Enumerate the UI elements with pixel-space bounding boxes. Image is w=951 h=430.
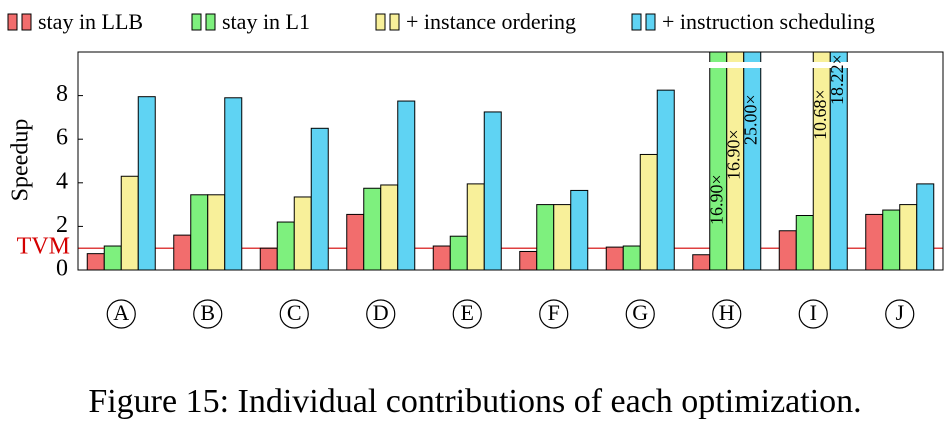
bar xyxy=(120,175,139,271)
bar xyxy=(346,213,365,271)
bar xyxy=(899,204,918,271)
category-circle xyxy=(452,299,482,329)
x-tick-label: H xyxy=(719,300,735,325)
legend-swatch xyxy=(375,13,386,31)
category-circle xyxy=(712,299,742,329)
category-circle xyxy=(798,299,828,329)
bar xyxy=(173,234,192,271)
bar xyxy=(570,189,589,271)
axis-break xyxy=(724,62,746,68)
category-circle xyxy=(279,299,309,329)
bar xyxy=(137,96,156,271)
axis-break xyxy=(707,62,729,68)
x-tick-label: J xyxy=(895,300,904,325)
y-tick-label: 0 xyxy=(56,256,68,282)
bar xyxy=(276,221,295,271)
reference-label: TVM xyxy=(17,234,70,260)
caption: Figure 15: Individual contributions of e… xyxy=(88,383,861,420)
bar xyxy=(656,89,675,271)
axis-break xyxy=(811,62,833,68)
bar xyxy=(190,194,209,271)
bar xyxy=(519,250,538,271)
bar xyxy=(639,153,658,271)
category-circle xyxy=(539,299,569,329)
category-circle xyxy=(193,299,223,329)
y-tick-label: 8 xyxy=(56,81,68,107)
bar xyxy=(829,52,848,271)
x-tick-label: A xyxy=(113,300,129,325)
bar xyxy=(380,184,399,271)
bar xyxy=(536,204,555,271)
axis-break xyxy=(741,62,763,68)
value-label: 18.22× xyxy=(827,54,847,105)
y-axis-label: Speedup xyxy=(8,119,34,202)
bar xyxy=(449,235,468,271)
x-tick-label: I xyxy=(810,300,817,325)
value-label: 25.00× xyxy=(740,94,760,145)
bar xyxy=(553,204,572,271)
bar xyxy=(795,215,814,271)
bar xyxy=(293,196,312,271)
value-label: 16.90× xyxy=(706,174,726,225)
legend-label: stay in L1 xyxy=(222,9,310,34)
bar xyxy=(432,245,451,271)
legend-swatch xyxy=(21,13,32,31)
bar xyxy=(622,245,641,271)
bar xyxy=(692,254,711,271)
value-label: 10.68× xyxy=(810,89,830,140)
legend-swatch xyxy=(631,13,642,31)
x-tick-label: B xyxy=(200,300,215,325)
x-tick-label: E xyxy=(461,300,474,325)
bar xyxy=(882,209,901,271)
category-circle xyxy=(106,299,136,329)
x-tick-label: F xyxy=(548,300,560,325)
bar xyxy=(483,111,502,271)
bar xyxy=(86,253,105,271)
x-tick-label: C xyxy=(287,300,302,325)
bar xyxy=(916,183,935,271)
x-tick-label: D xyxy=(373,300,389,325)
x-tick-label: G xyxy=(632,300,648,325)
y-tick-label: 6 xyxy=(56,125,68,151)
bar xyxy=(310,127,329,271)
plot-frame xyxy=(77,51,944,271)
legend-swatch xyxy=(389,13,400,31)
bar xyxy=(363,187,382,271)
bar xyxy=(259,247,278,271)
value-label: 16.90× xyxy=(723,129,743,180)
plot-area: 16.90×16.90×25.00× 10.68×18.22× xyxy=(86,52,935,271)
y-tick-label: 4 xyxy=(56,168,68,194)
bar xyxy=(103,245,122,271)
y-tick-label: 2 xyxy=(56,212,68,238)
category-circle xyxy=(625,299,655,329)
bar xyxy=(778,230,797,271)
category-circle xyxy=(885,299,915,329)
legend-label: + instruction scheduling xyxy=(662,9,875,34)
bar xyxy=(397,100,416,271)
legend-swatch xyxy=(205,13,216,31)
legend-label: stay in LLB xyxy=(38,9,143,34)
bar xyxy=(605,246,624,271)
bar xyxy=(466,183,485,271)
legend-label: + instance ordering xyxy=(406,9,576,34)
legend-swatch xyxy=(191,13,202,31)
bar xyxy=(865,213,884,271)
bar xyxy=(207,194,226,271)
legend-swatch xyxy=(645,13,656,31)
axis-break xyxy=(828,62,850,68)
legend-swatch xyxy=(7,13,18,31)
category-circle xyxy=(366,299,396,329)
bar xyxy=(224,97,243,271)
